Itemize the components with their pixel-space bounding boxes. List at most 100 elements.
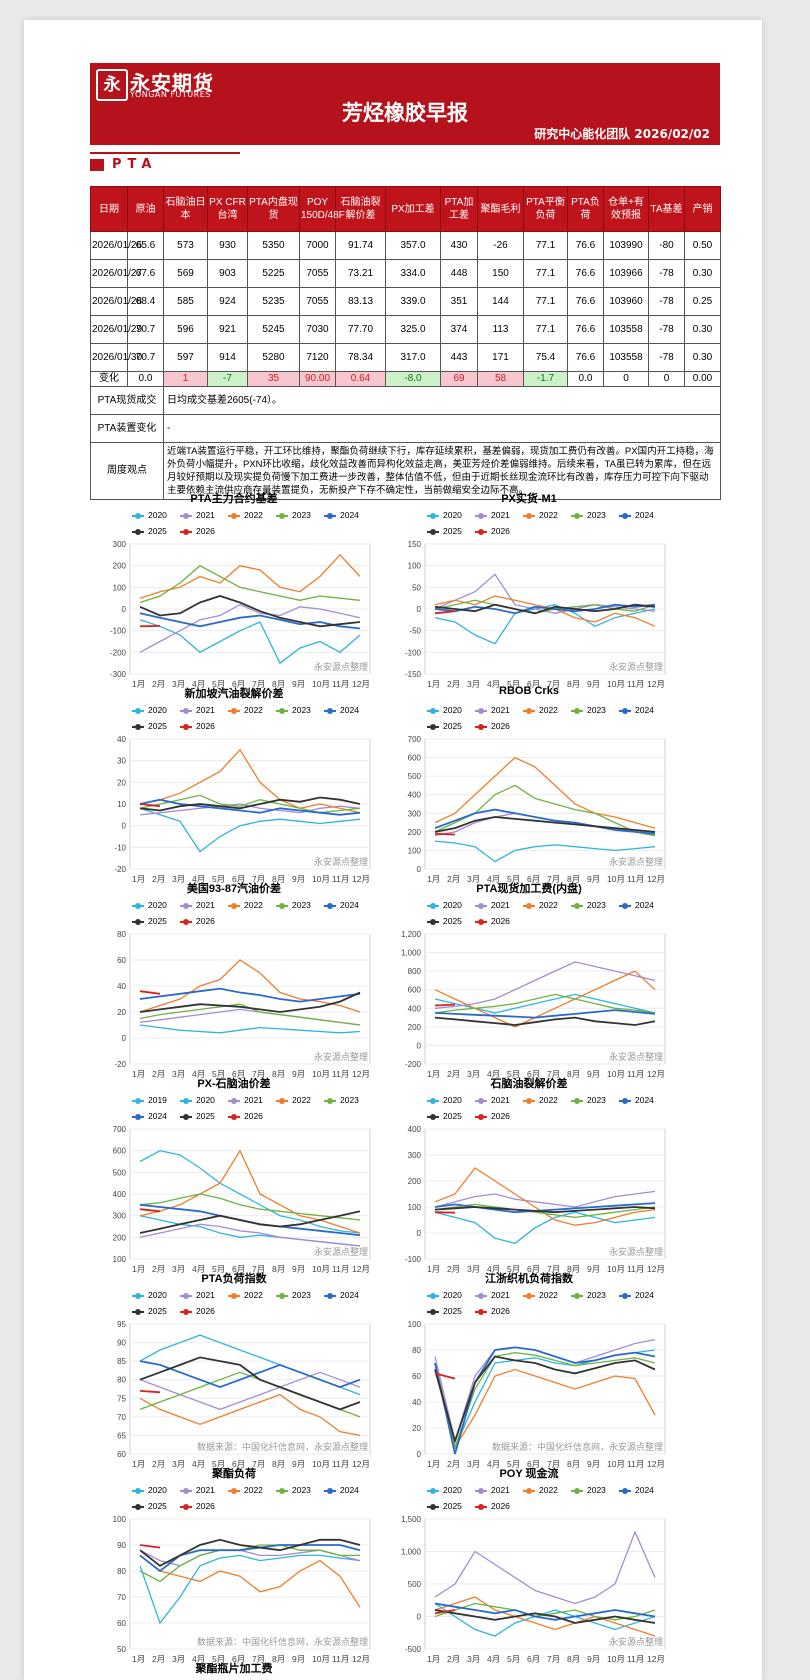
legend-swatch-icon [619, 512, 631, 519]
legend-swatch-icon [180, 1292, 192, 1299]
table-header-cell: POY 150D/48F [299, 186, 345, 232]
table-info-row: PTA现货成交 日均成交基差2605(-74）。 [90, 386, 721, 415]
table-cell: 103558 [603, 343, 649, 372]
report-banner: 永 永安期货 YONGAN FUTURES 芳烃橡胶早报 研究中心能化团队 20… [90, 63, 720, 145]
y-tick-label: 70 [117, 1593, 126, 1602]
info-label: PTA现货成交 [90, 386, 164, 415]
series-line-2025 [139, 1538, 361, 1567]
x-tick-label: 1月 [427, 1654, 440, 1664]
legend-item: 2025 [427, 1108, 475, 1124]
legend-swatch-icon [324, 1292, 336, 1299]
legend-swatch-icon [132, 1308, 144, 1315]
table-cell: 2026/01/30 [90, 343, 142, 372]
x-tick-label: 1月 [427, 1459, 440, 1469]
series-line-2022 [139, 959, 361, 1013]
x-tick-label: 1月 [132, 679, 145, 689]
x-tick-label: 2月 [447, 679, 460, 689]
x-tick-label: 6月 [232, 1264, 245, 1274]
table-cell: 334.0 [385, 259, 441, 288]
legend-swatch-icon [132, 1503, 144, 1510]
legend-swatch-icon [132, 902, 144, 909]
legend-item: 2026 [475, 913, 523, 929]
plot-frame [424, 1128, 666, 1260]
y-tick-label: 80 [117, 1376, 126, 1385]
legend-item: 2025 [180, 1108, 228, 1124]
table-cell: -78 [648, 315, 685, 344]
table-cell: 0.30 [684, 343, 721, 372]
series-line-2022 [434, 1596, 656, 1637]
chart-panel-partial: 聚酯瓶片加工费20202021202220232024 [94, 1660, 374, 1680]
legend-item: 2025 [132, 523, 180, 539]
x-tick-label: 9月 [292, 1264, 305, 1274]
legend-swatch-icon [180, 1308, 192, 1315]
y-tick-label: 400 [408, 1125, 422, 1134]
series-line-2026 [434, 1372, 456, 1380]
y-tick-label: 70 [117, 1413, 126, 1422]
y-tick-label: -100 [405, 1255, 422, 1264]
x-tick-label: 7月 [252, 1264, 265, 1274]
legend-label: 2021 [491, 1290, 510, 1300]
x-tick-label: 1月 [132, 874, 145, 884]
legend-item: 2019 [132, 1092, 180, 1108]
x-tick-label: 2月 [447, 1264, 460, 1274]
y-tick-label: 500 [408, 772, 422, 781]
legend-label: 2026 [196, 1501, 215, 1511]
legend-item: 2021 [180, 702, 228, 718]
series-line-2025 [434, 1355, 656, 1445]
y-tick-label: 0 [417, 865, 422, 874]
table-cell: 76.6 [567, 231, 604, 260]
legend-label: 2026 [491, 1306, 510, 1316]
table-cell: 144 [477, 287, 524, 316]
legend-item: 2021 [228, 1092, 276, 1108]
table-cell: 7030 [299, 315, 336, 344]
legend-swatch-icon [276, 1292, 288, 1299]
table-cell: 7055 [299, 287, 336, 316]
change-cell: 0.00 [684, 371, 721, 387]
series-line-2022 [139, 748, 361, 814]
x-tick-label: 7月 [252, 874, 265, 884]
legend-item: 2023 [324, 1092, 372, 1108]
x-tick-label: 8月 [567, 1459, 580, 1469]
legend-item: 2023 [571, 507, 619, 523]
x-tick-label: 3月 [467, 679, 480, 689]
report-page: 永 永安期货 YONGAN FUTURES 芳烃橡胶早报 研究中心能化团队 20… [24, 20, 762, 1680]
series-line-2020 [139, 619, 361, 665]
series-line-2026 [434, 610, 456, 615]
legend-item: 2022 [228, 702, 276, 718]
y-tick-label: 50 [117, 1645, 126, 1654]
chart-title: 聚酯瓶片加工费 [195, 1663, 273, 1675]
change-label: 变化 [90, 371, 128, 387]
y-tick-label: -200 [110, 648, 127, 657]
table-row: 2026/01/30 70.7 597 914 5280 7120 78.34 317.0 44… [90, 343, 721, 372]
legend-swatch-icon [619, 707, 631, 714]
plot-frame [424, 933, 666, 1065]
series-line-2022 [139, 1393, 361, 1437]
legend-swatch-icon [228, 1097, 240, 1104]
x-tick-label: 6月 [527, 874, 540, 884]
x-tick-label: 12月 [352, 1069, 370, 1079]
series-line-2022 [139, 1554, 361, 1608]
series-line-2023 [139, 1193, 361, 1221]
x-tick-label: 9月 [292, 1654, 305, 1664]
legend-label: 2024 [635, 1485, 654, 1495]
legend-swatch-icon [619, 902, 631, 909]
x-tick-label: 10月 [312, 679, 330, 689]
change-cell: 0 [648, 371, 685, 387]
section-divider [90, 152, 240, 154]
legend-item: 2023 [571, 702, 619, 718]
x-tick-label: 6月 [527, 679, 540, 689]
legend-item: 2020 [427, 1092, 475, 1108]
legend-label: 2023 [292, 900, 311, 910]
legend-item: 2023 [276, 897, 324, 913]
legend-item: 2024 [324, 507, 372, 523]
legend-swatch-icon [132, 1487, 144, 1494]
legend-item: 2023 [571, 1482, 619, 1498]
change-cell: 0.64 [335, 371, 386, 387]
series-line-2020 [434, 840, 656, 863]
legend-label: 2020 [443, 900, 462, 910]
chart-plot: 100 80 60 40 20 0 1月 2月 3月 4月 5月 6月 7月 8月 9月 10月 11月 12月 [408, 1320, 666, 1469]
table-header-cell: 石脑油日本 [163, 186, 208, 232]
table-cell: 70.7 [127, 315, 164, 344]
legend-item: 2023 [276, 1482, 324, 1498]
y-tick-label: -20 [114, 1060, 126, 1069]
